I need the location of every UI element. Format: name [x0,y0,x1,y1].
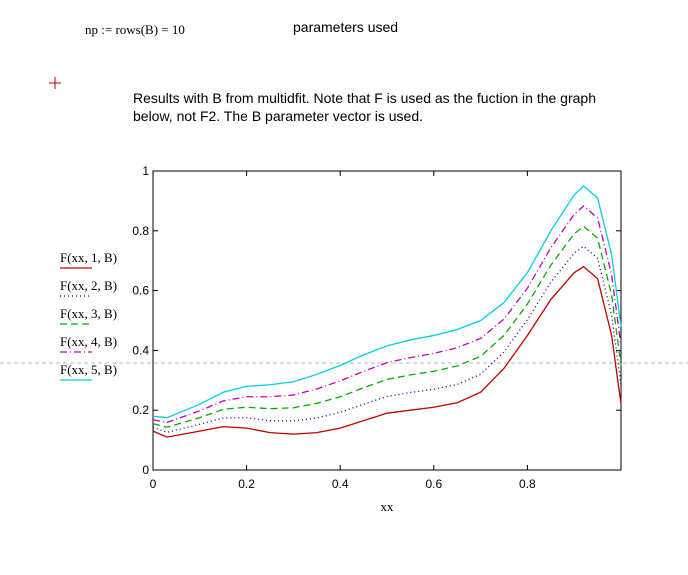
legend-label: F(xx, 3, B) [60,306,117,321]
cursor-cross [49,77,61,89]
y-tick-label: 1 [142,164,149,178]
y-tick-label: 0 [142,463,149,477]
legend-label: F(xx, 5, B) [60,362,117,377]
y-tick-label: 0.6 [132,284,149,298]
x-tick-label: 0.6 [425,477,442,491]
description-line: below, not F2. The B parameter vector is… [133,108,423,124]
series-line [152,205,622,424]
y-tick-label: 0.8 [132,224,149,238]
expression: np := rows(B) = 10 [85,22,185,37]
description-line: Results with B from multidfit. Note that… [133,90,596,106]
plot-frame [152,170,622,471]
x-tick-label: 0.2 [238,477,255,491]
legend-label: F(xx, 4, B) [60,334,117,349]
x-tick-label: 0.8 [519,477,536,491]
x-tick-label: 0 [150,477,157,491]
legend-label: F(xx, 2, B) [60,278,117,293]
series-line [152,185,622,419]
y-tick-label: 0.2 [132,403,149,417]
series-line [152,225,622,428]
series-line [152,265,622,438]
x-axis-label: xx [381,499,395,514]
y-tick-label: 0.4 [132,343,149,357]
legend-label: F(xx, 1, B) [60,250,117,265]
series-line [152,245,622,434]
x-tick-label: 0.4 [332,477,349,491]
note: parameters used [293,19,398,35]
